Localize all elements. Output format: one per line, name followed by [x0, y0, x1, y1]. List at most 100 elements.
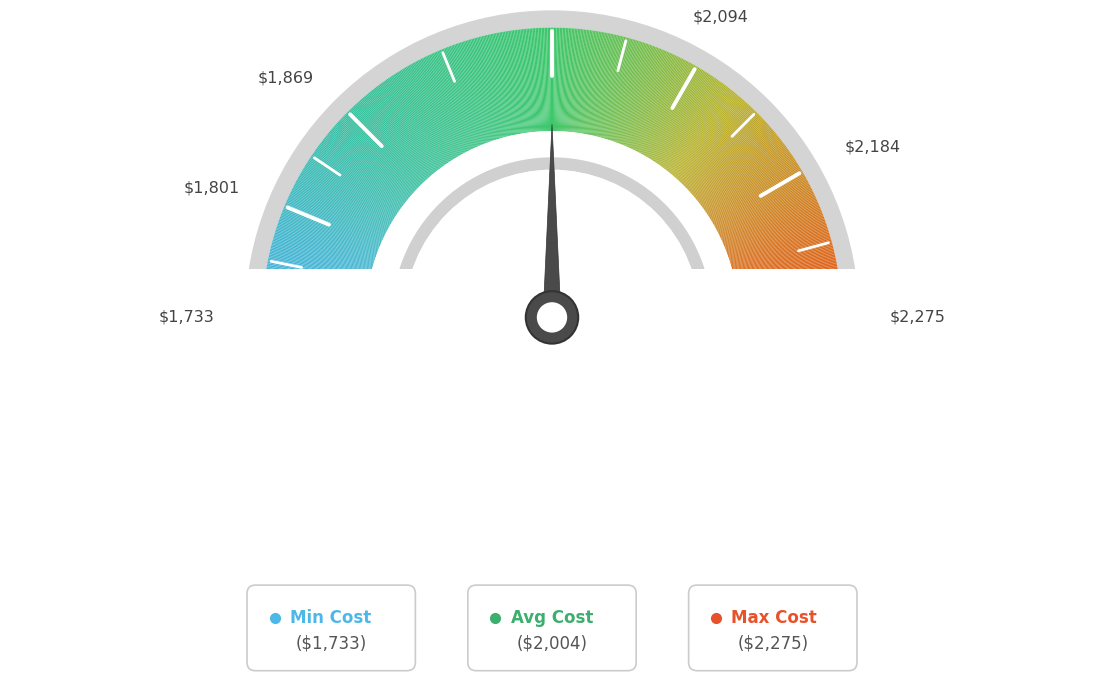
Wedge shape	[273, 238, 373, 267]
Wedge shape	[737, 297, 841, 306]
Wedge shape	[299, 174, 390, 226]
Wedge shape	[263, 295, 367, 304]
Wedge shape	[434, 52, 477, 147]
Wedge shape	[594, 35, 618, 136]
Wedge shape	[627, 52, 670, 147]
Wedge shape	[301, 171, 391, 224]
Wedge shape	[307, 162, 395, 219]
Text: ($1,733): ($1,733)	[296, 634, 367, 652]
Wedge shape	[264, 284, 367, 297]
Wedge shape	[411, 63, 463, 155]
Wedge shape	[669, 92, 735, 173]
Wedge shape	[275, 230, 374, 263]
Wedge shape	[564, 28, 572, 132]
Wedge shape	[354, 104, 426, 181]
Wedge shape	[443, 48, 482, 145]
Wedge shape	[729, 226, 828, 260]
Wedge shape	[414, 62, 464, 154]
Wedge shape	[613, 43, 647, 141]
Wedge shape	[669, 91, 734, 172]
Wedge shape	[369, 92, 435, 173]
Wedge shape	[326, 135, 407, 201]
Wedge shape	[415, 61, 465, 153]
Wedge shape	[735, 268, 838, 286]
Wedge shape	[716, 181, 809, 231]
Wedge shape	[349, 109, 423, 184]
Wedge shape	[692, 126, 771, 195]
Wedge shape	[567, 28, 577, 132]
Wedge shape	[308, 159, 395, 217]
Wedge shape	[724, 205, 820, 246]
Wedge shape	[266, 266, 369, 286]
Wedge shape	[421, 59, 468, 151]
Wedge shape	[562, 28, 569, 131]
FancyBboxPatch shape	[689, 585, 857, 671]
Wedge shape	[285, 204, 381, 245]
Wedge shape	[331, 128, 411, 197]
Wedge shape	[651, 72, 708, 160]
Wedge shape	[726, 213, 824, 252]
Wedge shape	[640, 62, 690, 154]
Wedge shape	[310, 156, 397, 215]
Wedge shape	[683, 111, 757, 186]
Circle shape	[526, 291, 578, 344]
Wedge shape	[682, 110, 756, 185]
Wedge shape	[739, 310, 841, 313]
Wedge shape	[449, 46, 487, 143]
Wedge shape	[645, 66, 698, 157]
Wedge shape	[529, 28, 539, 132]
Wedge shape	[554, 28, 556, 131]
Wedge shape	[299, 175, 390, 227]
Wedge shape	[266, 268, 369, 286]
Wedge shape	[710, 164, 798, 219]
Wedge shape	[263, 301, 367, 308]
Wedge shape	[370, 91, 435, 172]
Wedge shape	[407, 66, 459, 156]
Wedge shape	[739, 308, 841, 313]
Wedge shape	[480, 37, 507, 137]
Wedge shape	[736, 270, 838, 288]
Wedge shape	[280, 213, 378, 252]
Wedge shape	[646, 67, 700, 157]
Wedge shape	[435, 52, 478, 147]
Wedge shape	[729, 224, 827, 258]
Wedge shape	[344, 114, 420, 187]
Wedge shape	[624, 50, 666, 146]
Wedge shape	[404, 170, 700, 317]
Wedge shape	[291, 190, 384, 236]
Wedge shape	[428, 55, 474, 149]
Wedge shape	[581, 31, 597, 133]
Wedge shape	[593, 34, 617, 136]
Wedge shape	[737, 296, 841, 305]
Wedge shape	[573, 30, 585, 132]
Wedge shape	[376, 86, 440, 169]
Wedge shape	[353, 105, 425, 181]
Wedge shape	[482, 36, 509, 137]
Wedge shape	[266, 272, 368, 289]
Wedge shape	[336, 124, 414, 193]
Wedge shape	[689, 121, 766, 192]
Wedge shape	[731, 238, 831, 267]
Wedge shape	[606, 40, 637, 139]
Wedge shape	[399, 71, 454, 159]
Wedge shape	[263, 302, 365, 308]
Wedge shape	[734, 254, 835, 277]
Wedge shape	[597, 37, 624, 137]
Wedge shape	[454, 44, 490, 142]
Wedge shape	[687, 118, 763, 190]
Wedge shape	[314, 152, 399, 212]
Wedge shape	[306, 164, 394, 219]
Wedge shape	[463, 41, 496, 140]
Wedge shape	[702, 146, 786, 208]
Wedge shape	[503, 32, 522, 134]
Wedge shape	[514, 30, 529, 132]
Wedge shape	[404, 67, 458, 157]
Wedge shape	[666, 88, 731, 171]
Wedge shape	[655, 75, 712, 162]
Wedge shape	[739, 313, 841, 315]
Wedge shape	[522, 29, 533, 132]
Wedge shape	[698, 137, 781, 202]
Wedge shape	[736, 281, 840, 295]
Wedge shape	[427, 55, 473, 149]
Wedge shape	[263, 299, 367, 306]
